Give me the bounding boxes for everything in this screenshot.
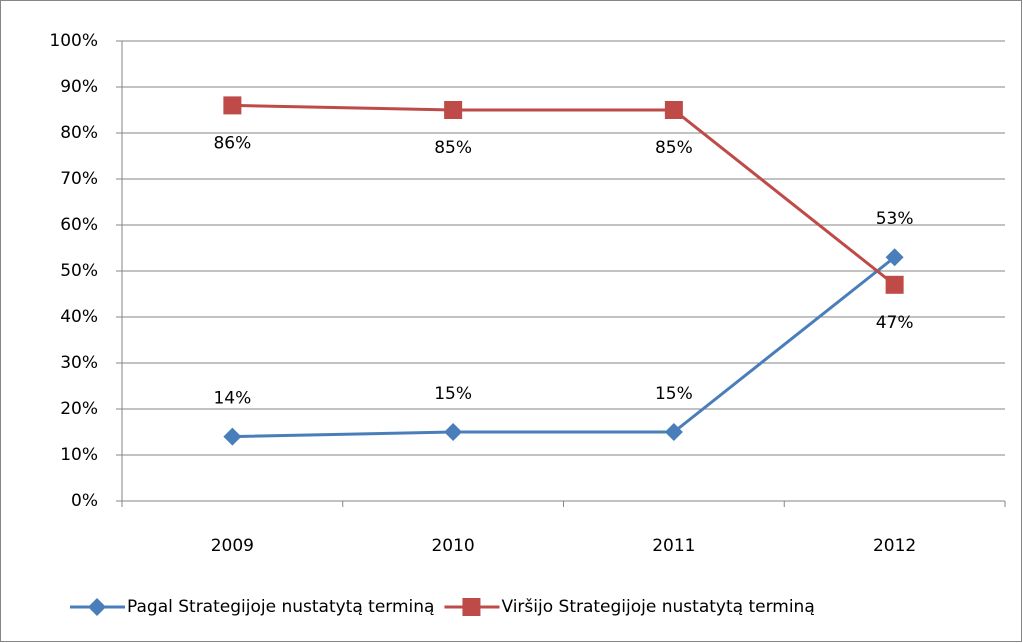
legend-label: Pagal Strategijoje nustatytą terminą — [127, 597, 434, 617]
y-tick-label: 50% — [60, 261, 98, 281]
data-label: 53% — [876, 209, 914, 229]
y-tick-label: 60% — [60, 215, 98, 235]
point — [462, 598, 481, 616]
x-tick-label: 2011 — [652, 536, 695, 556]
data-label: 86% — [213, 133, 251, 153]
y-tick-label: 90% — [60, 77, 98, 97]
x-tick-label: 2010 — [431, 536, 474, 556]
y-tick-label: 40% — [60, 307, 98, 327]
data-label: 85% — [434, 138, 472, 158]
data-label: 47% — [876, 313, 914, 333]
y-tick-label: 10% — [60, 445, 98, 465]
point — [444, 101, 463, 119]
y-tick-label: 70% — [60, 169, 98, 189]
y-tick-label: 80% — [60, 123, 98, 143]
x-tick-label: 2009 — [211, 536, 254, 556]
series-line — [232, 103, 896, 286]
x-tick-label: 2012 — [873, 536, 916, 556]
y-tick-label: 100% — [49, 31, 98, 51]
point — [664, 101, 683, 119]
y-tick-label: 20% — [60, 399, 98, 419]
data-label: 15% — [434, 384, 472, 404]
point — [444, 423, 463, 441]
point — [885, 275, 904, 294]
y-tick-label: 30% — [60, 353, 98, 373]
legend-label: Viršijo Strategijoje nustatytą terminą — [501, 597, 814, 617]
data-label: 85% — [655, 138, 693, 158]
point — [885, 248, 904, 267]
point — [223, 96, 242, 115]
series-line — [232, 256, 896, 439]
point — [223, 427, 242, 446]
data-label: 15% — [655, 384, 693, 404]
y-tick-label: 0% — [71, 491, 98, 511]
point — [664, 423, 683, 441]
data-label: 14% — [213, 389, 251, 409]
point — [88, 598, 106, 616]
